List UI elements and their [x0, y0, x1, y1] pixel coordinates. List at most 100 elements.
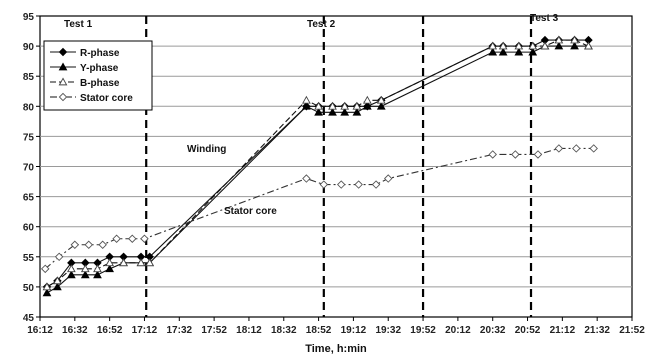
data-point [314, 107, 323, 116]
data-point [572, 144, 581, 153]
data-point [328, 107, 337, 116]
data-point [514, 47, 524, 56]
x-tick-label: 19:32 [375, 325, 401, 336]
legend-swatch-marker [58, 92, 68, 102]
data-point [554, 144, 564, 153]
annotation-stator-core: Stator core [224, 206, 277, 217]
y-tick-label: 45 [23, 313, 35, 324]
y-tick-label: 65 [23, 193, 35, 204]
data-point [488, 47, 498, 56]
x-tick-label: 16:32 [62, 325, 88, 336]
data-point [302, 174, 311, 183]
y-tick-label: 60 [23, 223, 35, 234]
data-point [66, 264, 76, 273]
legend-item: R-phase [50, 47, 120, 59]
data-point [570, 35, 579, 44]
y-tick-label: 85 [23, 72, 35, 83]
legend-item: Stator core [50, 92, 133, 104]
data-point [336, 180, 346, 189]
legend: R-phase Y-phase B-phase Stator core [43, 40, 153, 111]
data-point [362, 95, 372, 104]
data-point [554, 41, 564, 50]
y-tick-label: 90 [23, 42, 35, 53]
x-tick-label: 18:52 [306, 325, 332, 336]
data-point [93, 264, 102, 273]
data-point [128, 234, 137, 243]
data-point [70, 240, 80, 249]
data-point [354, 180, 363, 189]
series-layer [40, 35, 598, 297]
data-point [80, 270, 90, 279]
x-tick-label: 16:52 [97, 325, 123, 336]
legend-swatch-marker [58, 47, 68, 57]
legend-item: B-phase [50, 77, 120, 89]
data-point [584, 41, 593, 50]
data-point [352, 107, 362, 116]
data-point [570, 41, 579, 50]
annotation-winding: Winding [187, 144, 226, 155]
data-point [488, 150, 497, 159]
legend-swatch-marker [58, 77, 68, 86]
series-stator-core [40, 144, 598, 274]
x-tick-label: 20:32 [480, 325, 506, 336]
data-point [53, 282, 62, 291]
data-point [352, 101, 362, 110]
data-point [145, 258, 155, 267]
x-axis-title: Time, h:min [305, 343, 367, 355]
data-point [302, 101, 311, 110]
data-point [42, 288, 52, 297]
data-point [376, 95, 386, 104]
legend-swatch-marker [58, 62, 68, 71]
x-tick-label: 18:12 [236, 325, 262, 336]
y-tick-label: 95 [23, 12, 35, 23]
x-tick-label: 17:52 [201, 325, 227, 336]
y-tick-label: 55 [23, 253, 35, 264]
data-point [119, 258, 128, 267]
data-point [314, 101, 323, 110]
data-point [42, 282, 52, 291]
y-tick-label: 70 [23, 163, 35, 174]
data-point [533, 150, 543, 159]
data-point [511, 150, 520, 159]
data-point [376, 101, 386, 110]
test-separators [145, 16, 533, 317]
series-y-phase [42, 41, 593, 297]
legend-label: B-phase [80, 78, 120, 89]
data-point [540, 41, 550, 50]
y-tick-label: 50 [23, 283, 35, 294]
data-point [319, 180, 329, 189]
data-point [554, 35, 564, 44]
x-tick-label: 19:12 [341, 325, 367, 336]
data-point [140, 234, 149, 243]
data-point [53, 276, 62, 285]
data-point [488, 41, 498, 50]
annotation-test-3: Test 3 [530, 13, 559, 24]
data-point [328, 101, 337, 110]
data-point [498, 47, 508, 56]
x-tick-label: 18:32 [271, 325, 297, 336]
data-point [66, 270, 76, 279]
data-point [40, 264, 50, 274]
x-tick-label: 21:12 [550, 325, 576, 336]
annotation-test-2: Test 2 [307, 19, 336, 30]
legend-label: Y-phase [80, 63, 119, 74]
data-point [528, 41, 538, 50]
series-b-phase [42, 35, 593, 291]
data-point [136, 258, 146, 267]
data-point [84, 240, 93, 249]
data-point [302, 95, 311, 104]
data-point [528, 47, 538, 56]
x-tick-label: 19:52 [410, 325, 436, 336]
data-point [514, 41, 524, 50]
data-point [498, 41, 508, 50]
x-tick-label: 20:52 [515, 325, 541, 336]
x-tick-label: 21:32 [584, 325, 610, 336]
x-axis: 16:12 16:32 16:52 17:12 17:32 17:52 18:12 18:32… [27, 317, 645, 336]
legend-item: Y-phase [50, 62, 119, 74]
data-point [589, 144, 598, 153]
x-tick-label: 17:12 [132, 325, 158, 336]
annotation-test-1: Test 1 [64, 19, 93, 30]
x-tick-label: 17:32 [167, 325, 193, 336]
x-tick-label: 21:52 [619, 325, 645, 336]
data-point [371, 180, 381, 189]
